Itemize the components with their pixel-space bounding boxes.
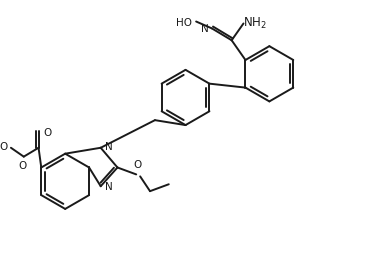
- Text: HO: HO: [176, 18, 192, 28]
- Text: O: O: [133, 160, 141, 171]
- Text: N: N: [201, 24, 209, 34]
- Text: O: O: [19, 161, 27, 171]
- Text: N: N: [105, 142, 112, 152]
- Text: O: O: [43, 128, 52, 138]
- Text: NH$_2$: NH$_2$: [243, 16, 267, 31]
- Text: O: O: [0, 142, 8, 152]
- Text: N: N: [105, 182, 112, 192]
